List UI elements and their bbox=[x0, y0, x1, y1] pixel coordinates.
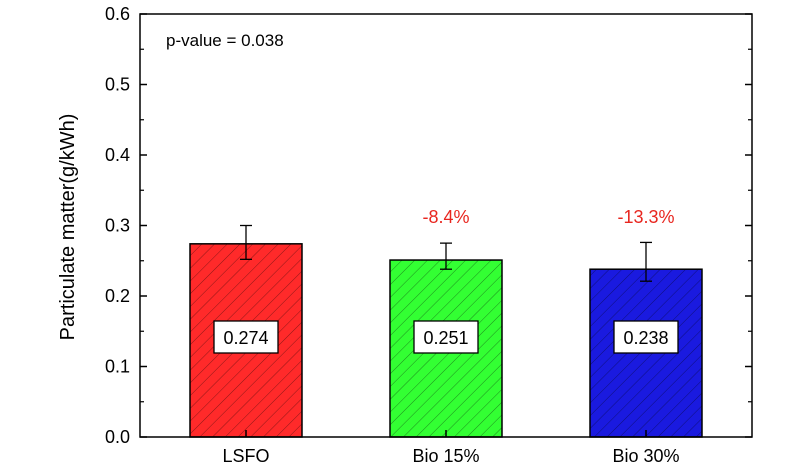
value-label-box bbox=[413, 320, 479, 354]
change-label: -8.4% bbox=[422, 207, 469, 227]
y-axis-title: Particulate matter(g/kWh) bbox=[57, 114, 79, 341]
value-label: 0.274 bbox=[223, 328, 268, 348]
p-value-annotation: p-value = 0.038 bbox=[166, 31, 284, 50]
value-label-box bbox=[613, 320, 679, 354]
change-label: -13.3% bbox=[617, 207, 674, 227]
value-label: 0.251 bbox=[423, 328, 468, 348]
x-tick-label: Bio 30% bbox=[612, 446, 679, 466]
value-label: 0.238 bbox=[623, 328, 668, 348]
y-tick-label: 0.3 bbox=[105, 216, 130, 236]
y-tick-label: 0.1 bbox=[105, 357, 130, 377]
plot-frame bbox=[139, 13, 753, 438]
x-tick-label: Bio 15% bbox=[412, 446, 479, 466]
x-tick-label: LSFO bbox=[222, 446, 269, 466]
y-tick-label: 0.2 bbox=[105, 286, 130, 306]
y-tick-label: 0.6 bbox=[105, 4, 130, 24]
y-tick-label: 0.0 bbox=[105, 427, 130, 447]
y-tick-label: 0.5 bbox=[105, 75, 130, 95]
value-label-box bbox=[213, 320, 279, 354]
y-tick-label: 0.4 bbox=[105, 145, 130, 165]
